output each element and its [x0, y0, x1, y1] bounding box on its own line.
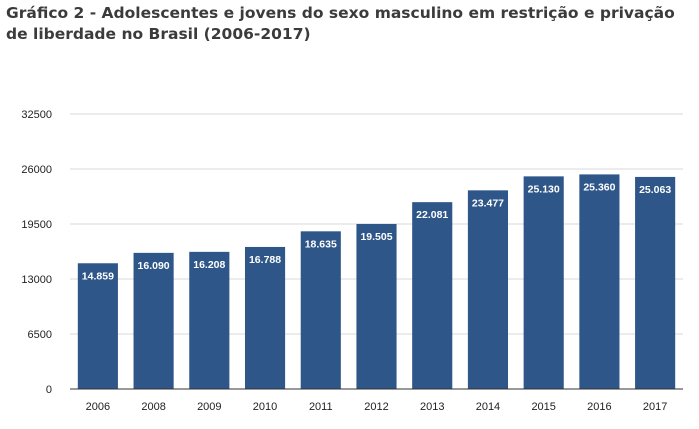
y-tick-label: 19500	[21, 219, 52, 231]
data-labels: 14.859 16.090 16.208 16.788 18.635 19.505 22.0…	[82, 181, 672, 282]
y-tick-label: 0	[46, 384, 52, 396]
data-label: 18.635	[305, 238, 337, 250]
bar	[356, 223, 397, 389]
y-axis-ticks: 0 6500 13000 19500 26000 32500	[21, 109, 52, 396]
bar	[189, 251, 230, 389]
x-tick-label: 2008	[141, 401, 165, 413]
data-label: 16.090	[138, 260, 170, 272]
bar	[635, 176, 676, 389]
data-label: 14.859	[82, 270, 114, 282]
y-tick-label: 32500	[21, 109, 52, 121]
data-label: 25.063	[639, 184, 671, 196]
x-tick-label: 2014	[476, 401, 500, 413]
data-label: 25.130	[528, 183, 560, 195]
y-tick-label: 6500	[28, 329, 52, 341]
x-tick-label: 2015	[531, 401, 555, 413]
bars	[77, 174, 676, 389]
x-tick-label: 2016	[587, 401, 611, 413]
bar	[77, 263, 118, 389]
y-tick-label: 13000	[21, 274, 52, 286]
data-label: 16.788	[249, 254, 281, 266]
data-label: 25.360	[583, 181, 615, 193]
x-tick-label: 2009	[197, 401, 221, 413]
bar	[412, 202, 453, 389]
x-axis-ticks: 2006 2008 2009 2010 2011 2012 2013 2014 2015 2016…	[86, 401, 668, 413]
x-tick-label: 2017	[643, 401, 667, 413]
data-label: 22.081	[416, 209, 448, 221]
bar	[133, 252, 174, 389]
data-label: 19.505	[360, 231, 392, 243]
x-tick-label: 2013	[420, 401, 444, 413]
x-tick-label: 2010	[253, 401, 277, 413]
data-label: 23.477	[472, 197, 504, 209]
y-tick-label: 26000	[21, 164, 52, 176]
x-tick-label: 2011	[309, 401, 333, 413]
data-label: 16.208	[193, 259, 225, 271]
x-tick-label: 2006	[86, 401, 110, 413]
bar	[467, 190, 509, 389]
bar	[579, 174, 620, 389]
x-tick-label: 2012	[364, 401, 388, 413]
bar	[523, 176, 564, 389]
bar	[300, 231, 341, 389]
chart-title: Gráfico 2 - Adolescentes e jovens do sex…	[6, 4, 675, 43]
bar	[244, 246, 286, 389]
